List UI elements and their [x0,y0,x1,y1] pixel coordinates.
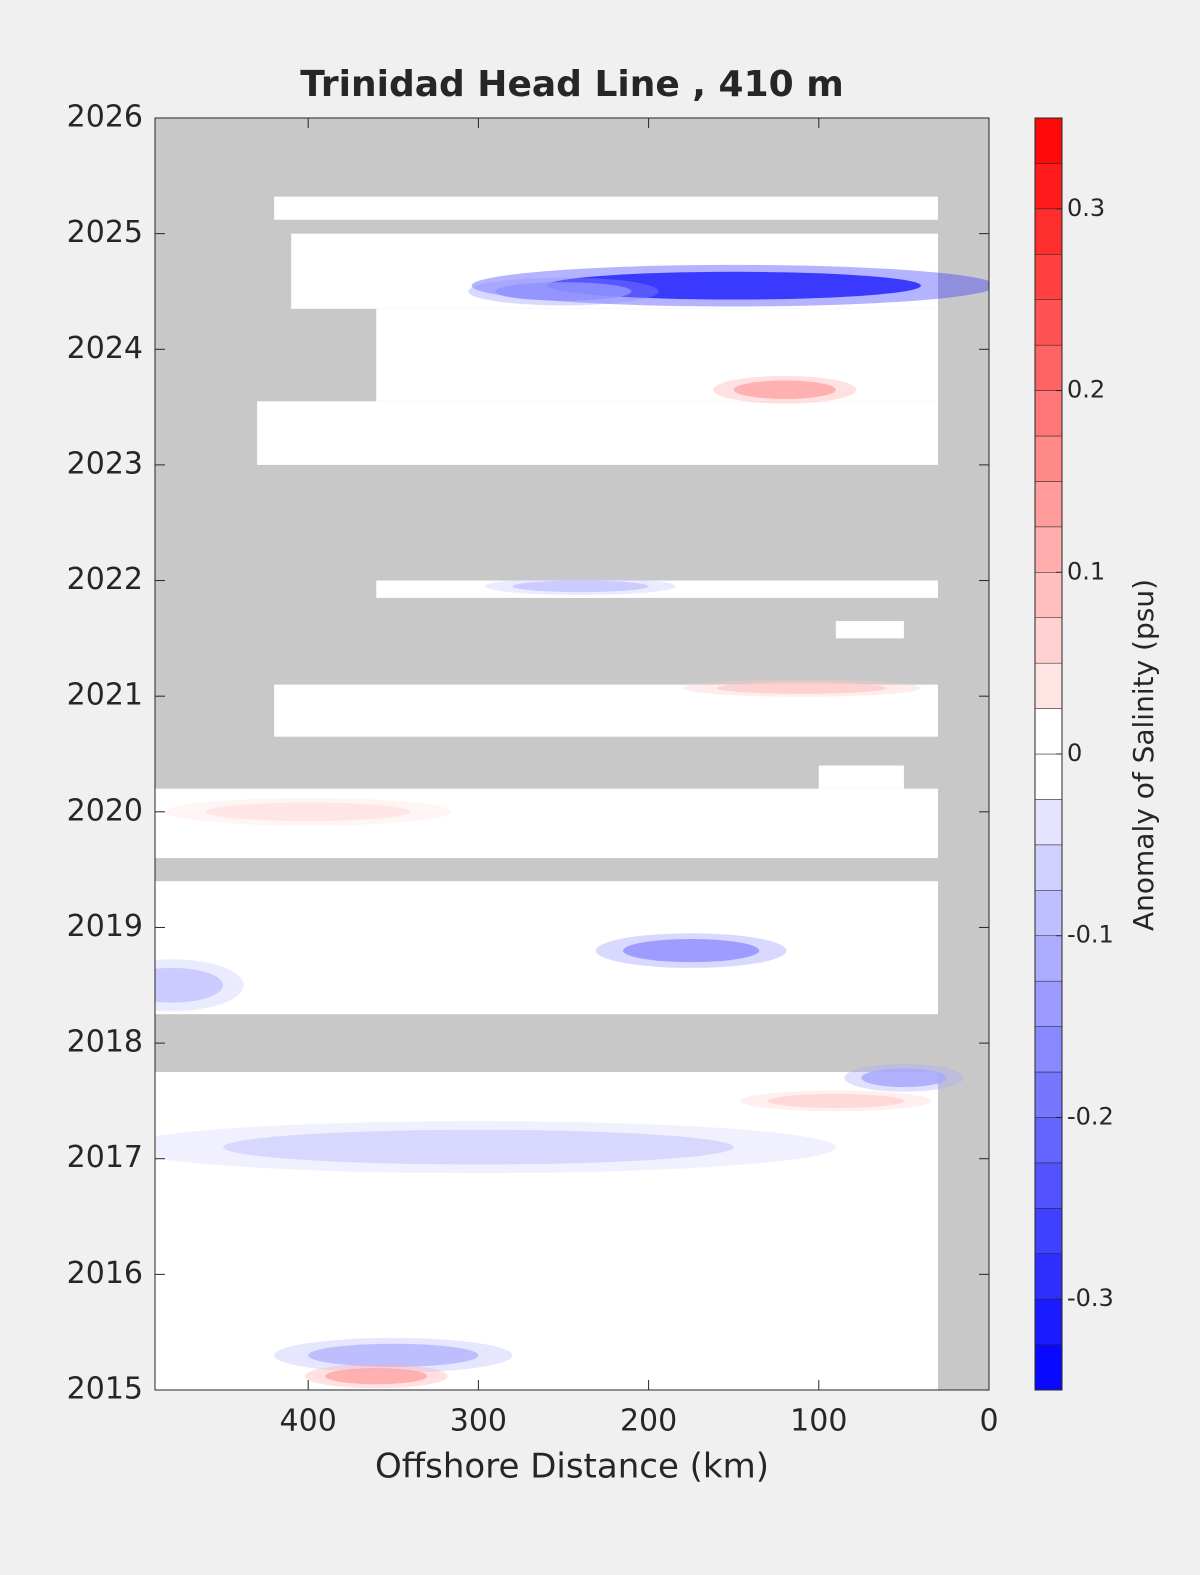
anomaly [546,271,921,300]
y-tick-label: 2026 [67,100,143,135]
colorbar-band [1034,526,1063,573]
y-tick-label: 2025 [67,215,143,250]
colorbar-band [1034,117,1063,164]
anomaly [495,282,632,301]
anomaly [512,580,649,593]
colorbar-band [1034,844,1063,891]
colorbar-band [1034,708,1063,755]
anomaly [767,1093,904,1108]
colorbar-band [1034,163,1063,210]
colorbar-band [1034,1344,1063,1391]
anomaly [325,1368,428,1385]
field [155,196,989,1390]
y-tick-label: 2023 [67,446,143,481]
colorbar-band [1034,390,1063,437]
data-coverage [155,788,938,859]
colorbar-band [1034,799,1063,846]
colorbar-band [1034,662,1063,709]
y-tick-label: 2017 [67,1140,143,1175]
colorbar-band [1034,1208,1063,1254]
y-tick-label: 2016 [67,1256,143,1291]
chart-title: Trinidad Head Line , 410 m [300,64,843,105]
colorbar-band [1034,299,1063,346]
colorbar-band [1034,1298,1063,1345]
y-tick-label: 2024 [67,331,143,366]
y-tick-label: 2019 [67,909,143,944]
data-coverage [155,1072,938,1390]
anomaly [733,380,836,399]
anomaly [223,1129,734,1165]
y-tick-label: 2021 [67,678,143,713]
colorbar-label: Anomaly of Salinity (psu) [1127,579,1160,931]
anomaly [716,682,887,694]
colorbar-tick-label: -0.1 [1067,921,1114,949]
colorbar-band [1034,935,1063,982]
colorbar-band [1034,1117,1063,1164]
colorbar-band [1034,617,1063,664]
y-tick-label: 2022 [67,562,143,597]
data-coverage [155,881,938,1015]
data-coverage [274,196,938,220]
x-tick-label: 0 [979,1404,998,1439]
colorbar-band [1034,753,1063,800]
colorbar-tick-label: 0.2 [1067,376,1105,404]
colorbar-tick-label: -0.2 [1067,1102,1114,1130]
colorbar-band [1034,254,1063,300]
colorbar-band [1034,980,1063,1027]
colorbar-band [1034,1071,1063,1118]
x-axis-label: Offshore Distance (km) [375,1447,769,1487]
data-coverage [835,621,904,639]
colorbar-band [1034,1162,1063,1209]
x-tick-label: 200 [620,1404,677,1439]
colorbar-band [1034,208,1063,255]
colorbar-band [1034,344,1063,391]
colorbar-band [1034,1026,1063,1073]
axes-frame [154,117,990,1391]
colorbar-tick-label: 0.1 [1067,557,1105,585]
anomaly [308,1343,479,1367]
colorbar-tick-label: 0.3 [1067,194,1105,222]
x-tick-label: 400 [280,1404,337,1439]
colorbar-band [1034,435,1063,482]
data-coverage [376,308,938,402]
colorbar-band [1034,890,1063,936]
anomaly [623,939,760,963]
x-tick-label: 100 [790,1404,847,1439]
anomaly [206,802,411,822]
y-tick-label: 2015 [67,1372,143,1407]
anomaly [155,967,224,1003]
data-coverage [818,765,904,789]
y-tick-label: 2020 [67,793,143,828]
colorbar-band [1034,1253,1063,1300]
colorbar-band [1034,572,1063,618]
colorbar-band [1034,481,1063,528]
data-coverage [257,401,938,465]
y-tick-label: 2018 [67,1025,143,1060]
colorbar-tick-label: 0 [1067,739,1082,767]
x-tick-label: 300 [450,1404,507,1439]
colorbar-tick-label: -0.3 [1067,1284,1114,1312]
anomaly [861,1068,947,1088]
